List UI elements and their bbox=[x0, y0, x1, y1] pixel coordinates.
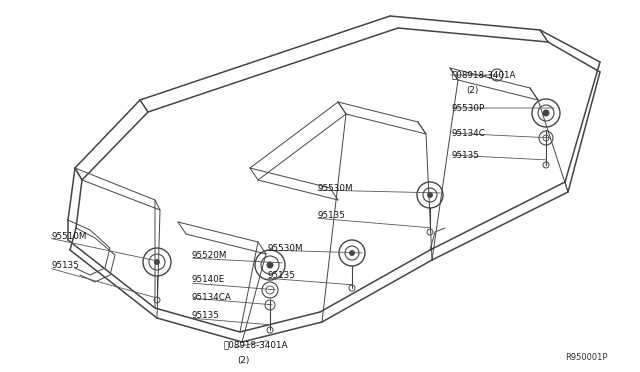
Text: 95530M: 95530M bbox=[267, 244, 303, 253]
Text: 95140E: 95140E bbox=[192, 276, 225, 285]
Text: 95530M: 95530M bbox=[317, 183, 353, 192]
Text: 95134C: 95134C bbox=[452, 128, 486, 138]
Text: 95135: 95135 bbox=[317, 211, 345, 219]
Text: 95135: 95135 bbox=[192, 311, 220, 320]
Text: 95135: 95135 bbox=[452, 151, 480, 160]
Text: 95520M: 95520M bbox=[192, 251, 227, 260]
Text: 95135: 95135 bbox=[267, 272, 295, 280]
Circle shape bbox=[267, 262, 273, 268]
Circle shape bbox=[154, 260, 159, 264]
Circle shape bbox=[349, 250, 355, 256]
Circle shape bbox=[428, 192, 433, 198]
Text: (2): (2) bbox=[237, 356, 250, 365]
Text: ⓝ08918-3401A: ⓝ08918-3401A bbox=[224, 340, 289, 350]
Text: 95135: 95135 bbox=[51, 260, 79, 269]
Text: 95134CA: 95134CA bbox=[192, 292, 232, 301]
Text: 95510M: 95510M bbox=[51, 231, 86, 241]
Text: (2): (2) bbox=[466, 86, 478, 94]
Text: R950001P: R950001P bbox=[565, 353, 607, 362]
Text: 95530P: 95530P bbox=[452, 103, 485, 112]
Text: ⓝ08918-3401A: ⓝ08918-3401A bbox=[452, 71, 516, 80]
Circle shape bbox=[543, 110, 549, 116]
